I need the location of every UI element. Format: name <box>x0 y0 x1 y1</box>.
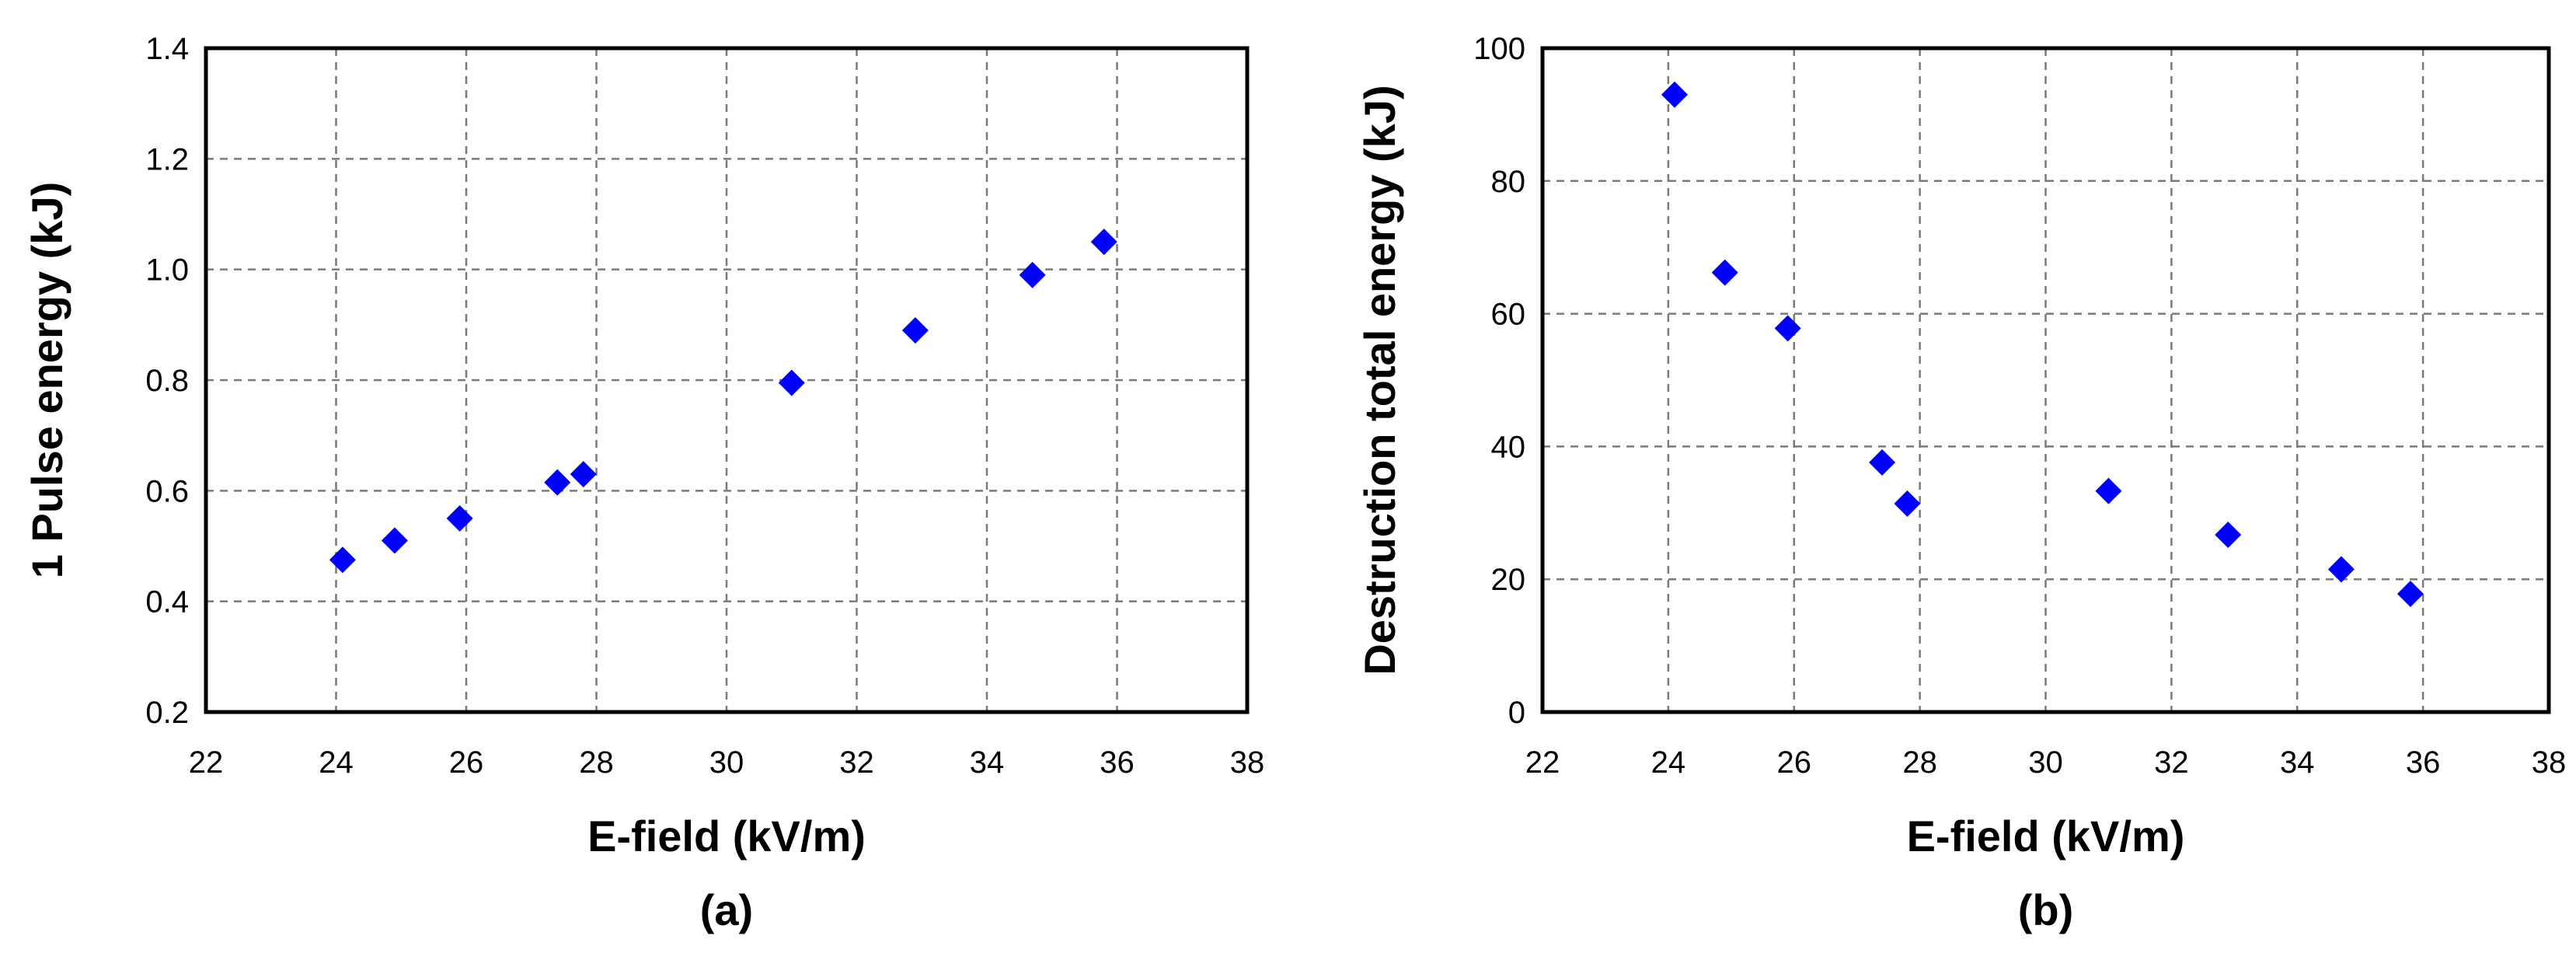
x-axis-title: E-field (kV/m) <box>1907 812 2185 861</box>
data-point <box>1019 261 1046 288</box>
y-tick-label: 0.4 <box>145 585 189 620</box>
y-tick-label: 1.4 <box>145 32 189 66</box>
data-points <box>1661 81 2424 607</box>
data-point <box>2396 580 2424 607</box>
data-point <box>1774 315 1801 342</box>
plot-frame <box>204 46 1250 714</box>
data-point <box>570 460 597 487</box>
x-tick-label: 38 <box>1230 745 1265 780</box>
x-tick-label: 36 <box>1100 745 1135 780</box>
y-tick-label: 80 <box>1491 165 1526 199</box>
y-tick-label: 40 <box>1491 430 1526 464</box>
x-tick-label: 30 <box>2028 745 2063 780</box>
data-point <box>1894 490 1921 517</box>
x-tick-label: 36 <box>2406 745 2441 780</box>
x-tick-label: 24 <box>319 745 354 780</box>
x-tick-label: 24 <box>1651 745 1686 780</box>
data-point <box>1711 259 1738 286</box>
y-tick-label: 0.8 <box>145 364 189 398</box>
x-tick-label: 34 <box>2280 745 2315 780</box>
y-tick-label: 1.0 <box>145 253 189 288</box>
data-point <box>446 504 473 532</box>
y-tick-label: 1.2 <box>145 142 189 176</box>
gridlines <box>206 48 1247 712</box>
y-tick-label: 0 <box>1508 696 1525 730</box>
x-axis-title: E-field (kV/m) <box>587 812 866 861</box>
data-point <box>329 546 356 574</box>
data-points <box>329 229 1117 574</box>
data-point <box>1869 449 1896 476</box>
data-point <box>381 527 408 554</box>
y-tick-label: 60 <box>1491 298 1526 332</box>
x-tick-label: 28 <box>1902 745 1937 780</box>
x-tick-label: 28 <box>579 745 614 780</box>
x-tick-label: 22 <box>1525 745 1560 780</box>
x-tick-label: 26 <box>449 745 484 780</box>
data-point <box>901 316 929 344</box>
data-point <box>2215 521 2242 548</box>
y-tick-label: 20 <box>1491 563 1526 597</box>
data-point <box>1661 81 1688 108</box>
y-axis-title: Destruction total energy (kJ) <box>1355 85 1404 675</box>
x-tick-label: 30 <box>709 745 744 780</box>
y-tick-label: 100 <box>1473 32 1525 66</box>
data-point <box>1090 229 1117 256</box>
panel-caption: (a) <box>700 885 753 934</box>
y-tick-label: 0.2 <box>145 696 189 730</box>
x-tick-label: 32 <box>839 745 874 780</box>
panel-caption: (b) <box>2018 885 2074 934</box>
chart-a: 22 24 26 28 30 32 34 36 38 0.2 0.4 0.6 0.8 1.0 1.2 1.4 E… <box>23 32 1264 934</box>
x-tick-label: 22 <box>189 745 224 780</box>
x-tick-label: 34 <box>970 745 1005 780</box>
x-tick-label: 38 <box>2532 745 2567 780</box>
y-axis-title: 1 Pulse energy (kJ) <box>23 182 71 578</box>
gridlines <box>1542 48 2549 712</box>
x-tick-label: 32 <box>2154 745 2189 780</box>
data-point <box>2327 556 2355 583</box>
y-tick-label: 0.6 <box>145 474 189 508</box>
plot-frame <box>1540 46 2551 714</box>
data-point <box>2095 477 2122 504</box>
data-point <box>778 369 805 396</box>
chart-b: 22 24 26 28 30 32 34 36 38 0 20 40 60 80 100 E-field (k… <box>1355 32 2566 934</box>
data-point <box>544 469 571 496</box>
x-tick-label: 26 <box>1777 745 1812 780</box>
